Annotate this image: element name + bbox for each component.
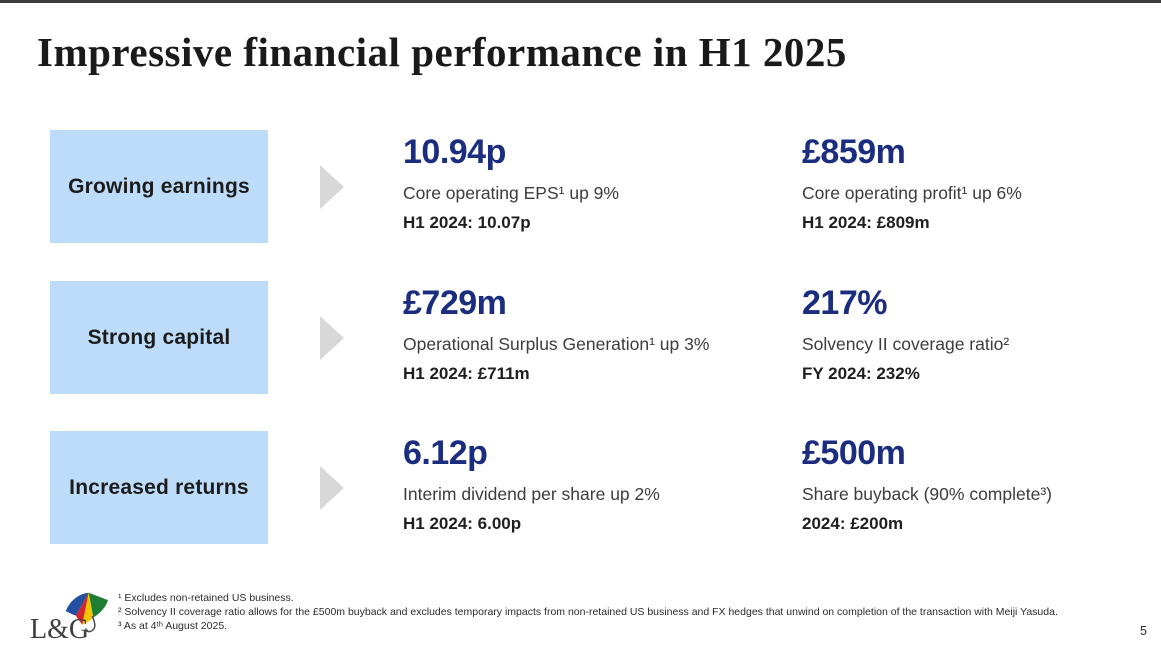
- metric-operational-surplus: £729m Operational Surplus Generation¹ up…: [403, 284, 798, 384]
- metric-core-operating-profit: £859m Core operating profit¹ up 6% H1 20…: [802, 133, 1161, 233]
- category-label: Growing earnings: [68, 174, 250, 198]
- category-box-growing-earnings: Growing earnings: [50, 130, 268, 243]
- metric-row-growing-earnings: Growing earnings 10.94p Core operating E…: [0, 130, 1161, 246]
- category-label: Increased returns: [69, 475, 249, 499]
- top-border-rule: [0, 0, 1161, 3]
- category-label: Strong capital: [87, 325, 231, 349]
- metric-description: Solvency II coverage ratio²: [802, 334, 1010, 354]
- page-title: Impressive financial performance in H1 2…: [37, 29, 847, 75]
- logo-text: L&G: [30, 614, 90, 645]
- metric-description: Core operating EPS¹ up 9%: [403, 183, 619, 203]
- metric-comparison: H1 2024: £809m: [802, 213, 930, 232]
- lg-logo: L&G: [28, 588, 110, 646]
- metric-value: £729m: [403, 284, 507, 322]
- metric-row-increased-returns: Increased returns 6.12p Interim dividend…: [0, 431, 1161, 547]
- category-box-increased-returns: Increased returns: [50, 431, 268, 544]
- metric-comparison: H1 2024: 6.00p: [403, 514, 522, 533]
- metric-comparison: H1 2024: 10.07p: [403, 213, 531, 232]
- arrow-right-icon: [320, 466, 344, 510]
- metric-comparison: FY 2024: 232%: [802, 364, 920, 383]
- metric-value: £859m: [802, 133, 906, 171]
- metric-comparison: 2024: £200m: [802, 514, 904, 533]
- page-number: 5: [1140, 624, 1147, 638]
- metric-description: Interim dividend per share up 2%: [403, 484, 660, 504]
- metric-description: Core operating profit¹ up 6%: [802, 183, 1022, 203]
- category-box-strong-capital: Strong capital: [50, 281, 268, 394]
- metric-share-buyback: £500m Share buyback (90% complete³) 2024…: [802, 434, 1161, 534]
- metric-interim-dividend: 6.12p Interim dividend per share up 2% H…: [403, 434, 798, 534]
- metric-comparison: H1 2024: £711m: [403, 364, 530, 383]
- metric-description: Operational Surplus Generation¹ up 3%: [403, 334, 710, 354]
- metric-description: Share buyback (90% complete³): [802, 484, 1052, 504]
- footnote-2: ² Solvency II coverage ratio allows for …: [118, 606, 1058, 618]
- metric-core-operating-eps: 10.94p Core operating EPS¹ up 9% H1 2024…: [403, 133, 798, 233]
- metric-value: 6.12p: [403, 434, 488, 472]
- footnote-3: ³ As at 4ᵗʰ August 2025.: [118, 620, 228, 632]
- metric-value: 217%: [802, 284, 887, 322]
- metric-solvency-ratio: 217% Solvency II coverage ratio² FY 2024…: [802, 284, 1161, 384]
- metric-value: £500m: [802, 434, 906, 472]
- arrow-right-icon: [320, 165, 344, 209]
- footnote-1: ¹ Excludes non-retained US business.: [118, 592, 294, 604]
- arrow-right-icon: [320, 316, 344, 360]
- umbrella-icon: [65, 592, 108, 633]
- metric-row-strong-capital: Strong capital £729m Operational Surplus…: [0, 281, 1161, 397]
- metric-value: 10.94p: [403, 133, 506, 171]
- footnotes: ¹ Excludes non-retained US business. ² S…: [118, 591, 1148, 633]
